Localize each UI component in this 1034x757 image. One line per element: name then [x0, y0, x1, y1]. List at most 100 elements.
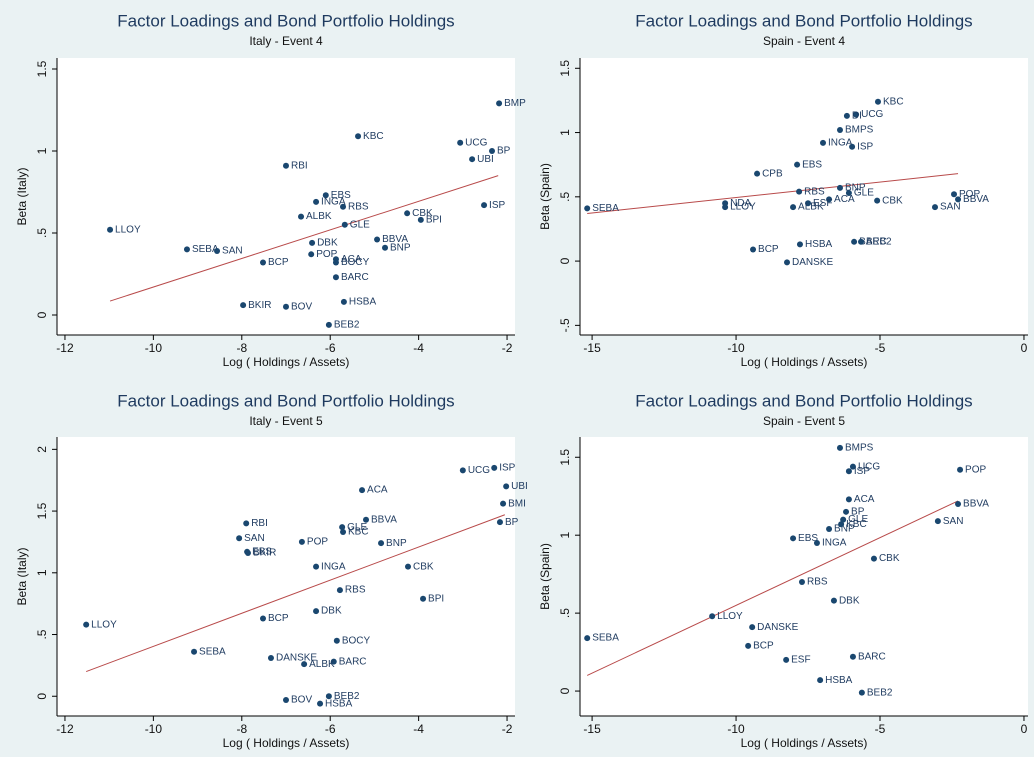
- x-tick-label: -6: [325, 341, 336, 355]
- point-label: UCG: [465, 137, 487, 148]
- x-tick-label: -10: [145, 341, 163, 355]
- point: [503, 483, 510, 490]
- point-label: KBC: [363, 131, 384, 142]
- point-label: DANSKE: [276, 653, 317, 664]
- point: [405, 563, 412, 570]
- point: [858, 238, 865, 245]
- point-label: BMPS: [845, 443, 874, 454]
- y-axis-label: Beta (Spain): [538, 543, 552, 610]
- point: [845, 496, 852, 503]
- point: [191, 648, 198, 655]
- point-label: BMP: [504, 98, 526, 109]
- point-label: ALBK: [798, 202, 824, 213]
- x-tick-label: -15: [583, 722, 601, 736]
- point-label: UBI: [477, 154, 494, 165]
- point-label: BPI: [426, 215, 442, 226]
- point-label: BBVA: [382, 234, 408, 245]
- point: [874, 98, 881, 105]
- point-label: ACA: [341, 254, 362, 265]
- point: [955, 501, 962, 508]
- y-tick-label: .5: [558, 191, 572, 201]
- point: [858, 689, 865, 696]
- point-label: INGA: [321, 196, 346, 207]
- point-label: GLE: [350, 219, 370, 230]
- point: [951, 191, 958, 198]
- point: [813, 539, 820, 546]
- point-label: INGA: [828, 137, 853, 148]
- point-label: HSBA: [325, 698, 353, 709]
- x-tick-label: -6: [325, 722, 336, 736]
- point-label: HSBA: [805, 239, 833, 250]
- point: [826, 525, 833, 532]
- point-label: GLE: [347, 522, 367, 533]
- chart-subtitle: Italy - Event 4: [249, 34, 323, 48]
- point-label: POP: [959, 189, 980, 200]
- x-tick-label: -8: [236, 722, 247, 736]
- point: [214, 248, 221, 255]
- point: [845, 468, 852, 475]
- point-label: RBI: [251, 518, 268, 529]
- point: [363, 516, 370, 523]
- point-label: ESF: [791, 655, 810, 666]
- point: [932, 204, 939, 211]
- point-label: BNP: [845, 182, 866, 193]
- point: [722, 204, 729, 211]
- point-label: RBS: [348, 201, 369, 212]
- point-label: ALBK: [309, 659, 335, 670]
- point-label: SAN: [943, 516, 964, 527]
- point-label: UCG: [468, 465, 490, 476]
- point-label: LLOY: [115, 224, 141, 235]
- point: [260, 615, 267, 622]
- point: [749, 624, 756, 631]
- point-label: EBS: [802, 159, 822, 170]
- point: [955, 196, 962, 203]
- point: [489, 147, 496, 154]
- point-label: RBS: [807, 577, 828, 588]
- point: [491, 464, 498, 471]
- point: [298, 213, 305, 220]
- point: [244, 550, 251, 557]
- point: [500, 500, 507, 507]
- point: [417, 216, 424, 223]
- point: [341, 221, 348, 228]
- point: [308, 251, 315, 258]
- point: [874, 197, 881, 204]
- point-label: RBS: [345, 585, 366, 596]
- point: [332, 274, 339, 281]
- point: [313, 563, 320, 570]
- point-label: SEBA: [592, 203, 619, 214]
- point-label: RBI: [291, 160, 308, 171]
- point-label: SEBA: [192, 244, 219, 255]
- point: [330, 658, 337, 665]
- point: [481, 202, 488, 209]
- chart-title: Factor Loadings and Bond Portfolio Holdi…: [117, 11, 454, 30]
- point-label: BARC: [858, 651, 886, 662]
- point-label: ACA: [854, 494, 875, 505]
- point: [240, 302, 247, 309]
- point-label: ISP: [499, 463, 515, 474]
- x-tick-label: -10: [727, 341, 745, 355]
- point-label: BOV: [291, 695, 312, 706]
- point: [317, 700, 324, 707]
- point-label: BARC: [339, 656, 367, 667]
- point: [283, 162, 289, 169]
- point-label: BP: [505, 517, 519, 528]
- point: [849, 653, 856, 660]
- point-label: BMPS: [845, 125, 874, 136]
- point: [796, 188, 803, 195]
- chart-subtitle: Spain - Event 5: [763, 414, 845, 428]
- point-label: SAN: [244, 533, 265, 544]
- y-axis-label: Beta (Italy): [15, 167, 29, 225]
- y-tick-label: 0: [35, 311, 49, 318]
- point: [584, 635, 591, 642]
- fit-line: [586, 500, 959, 676]
- point-label: EBS: [331, 190, 351, 201]
- point: [83, 621, 90, 628]
- point-label: DBK: [839, 595, 860, 606]
- point: [336, 587, 343, 594]
- point-label: BEB2: [866, 236, 892, 247]
- point-label: ESF: [813, 198, 832, 209]
- point-label: BP: [497, 146, 511, 157]
- point-label: CBK: [879, 553, 900, 564]
- point: [339, 524, 346, 531]
